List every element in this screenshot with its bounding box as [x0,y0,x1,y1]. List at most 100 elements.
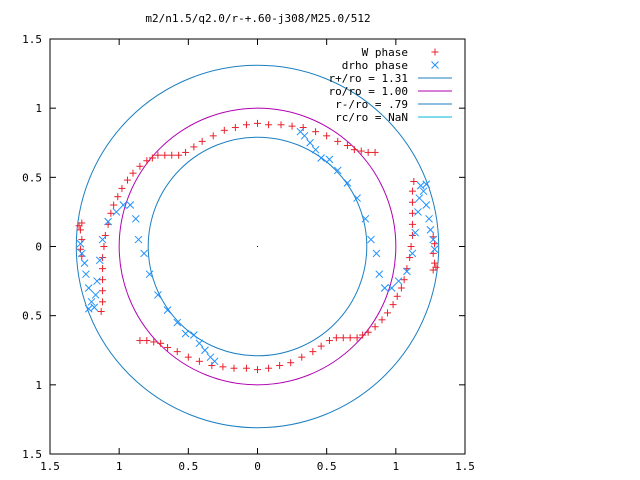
point-1-49 [91,291,100,299]
point-1-23 [422,201,431,209]
point-1-26 [429,235,438,244]
point-0-79 [397,284,405,292]
point-1-18 [411,228,420,237]
point-0-43 [75,222,83,230]
point-1-53 [82,270,90,279]
x-tick-label-3: 0 [254,460,261,473]
point-0-69 [339,334,347,342]
y-tick-label-4: 0.5 [22,310,42,323]
point-0-18 [190,143,198,151]
circle-0 [75,64,440,429]
point-0-52 [164,343,172,351]
point-1-37 [154,291,162,299]
x-tick-label-4: 0.5 [317,460,337,473]
point-0-57 [219,363,227,371]
point-1-3 [311,145,320,154]
point-1-7 [343,179,352,187]
point-1-54 [80,259,89,267]
point-0-5 [334,137,342,145]
point-0-59 [242,364,250,372]
point-0-2 [357,147,365,155]
point-1-28 [422,180,431,189]
point-1-16 [403,267,411,276]
point-0-0 [371,148,379,156]
reference-circles [75,64,440,429]
point-0-17 [198,137,206,145]
point-0-53 [173,348,181,356]
point-0-30 [114,193,122,201]
point-0-26 [136,162,144,170]
point-0-77 [389,301,397,309]
point-1-45 [104,217,112,226]
point-0-50 [150,338,158,346]
point-1-4 [317,154,325,162]
point-0-29 [118,184,126,192]
point-0-41 [97,308,105,316]
point-0-34 [101,231,109,239]
point-1-43 [119,201,128,209]
point-1-8 [353,194,361,202]
point-0-58 [230,364,238,372]
point-0-9 [288,122,296,130]
point-1-20 [415,194,424,202]
point-1-57 [84,304,93,313]
point-0-28 [123,176,131,184]
point-1-11 [372,249,381,258]
point-1-5 [325,155,334,164]
point-1-24 [425,214,433,223]
point-1-46 [98,235,107,244]
x-tick-label-6: 1.5 [455,460,475,473]
point-1-27 [430,245,439,254]
point-1-12 [375,270,384,279]
point-0-31 [110,201,118,209]
point-0-60 [254,366,261,374]
point-0-15 [220,126,228,134]
point-0-21 [168,151,176,159]
point-1-44 [112,208,121,216]
point-0-74 [371,323,379,331]
point-0-27 [129,169,137,177]
point-0-88 [408,187,416,195]
x-tick-label-2: 0.5 [178,460,198,473]
point-1-30 [206,353,215,362]
point-0-13 [242,121,250,129]
point-0-37 [99,265,107,273]
data-points [75,119,440,374]
point-1-40 [134,235,143,244]
point-0-83 [407,243,415,250]
point-1-38 [145,270,154,279]
point-0-49 [143,337,151,345]
point-0-61 [265,364,273,372]
point-0-76 [384,309,392,317]
y-tick-label-5: 1 [35,379,42,392]
point-0-40 [99,298,107,306]
x-tick-label-5: 1 [393,460,400,473]
point-0-22 [161,151,169,159]
point-1-17 [408,249,417,258]
point-0-16 [209,132,217,140]
circle-2 [147,136,368,357]
x-tick-label-1: 1 [116,460,123,473]
legend-label-5: rc/ro = NaN [335,111,408,124]
legend-label-3: ro/ro = 1.00 [329,85,408,98]
point-1-14 [387,284,396,292]
point-1-2 [306,138,314,147]
legend-label-1: drho phase [342,59,408,72]
legend-label-2: r+/ro = 1.31 [329,72,408,85]
point-0-65 [309,348,317,356]
legend-swatch-1 [431,61,439,69]
point-0-91 [432,263,440,271]
point-0-75 [378,316,386,324]
circle-1 [118,107,397,386]
point-1-56 [76,239,85,248]
point-1-41 [131,214,140,223]
x-tick-label-0: 1.5 [40,460,60,473]
point-0-86 [408,209,416,217]
legend-label-4: r-/ro = .79 [335,98,408,111]
y-tick-label-1: 1 [35,102,42,115]
point-0-66 [317,342,325,350]
point-0-38 [99,276,107,284]
point-1-10 [367,235,375,244]
legend-label-0: W phase [362,46,408,59]
